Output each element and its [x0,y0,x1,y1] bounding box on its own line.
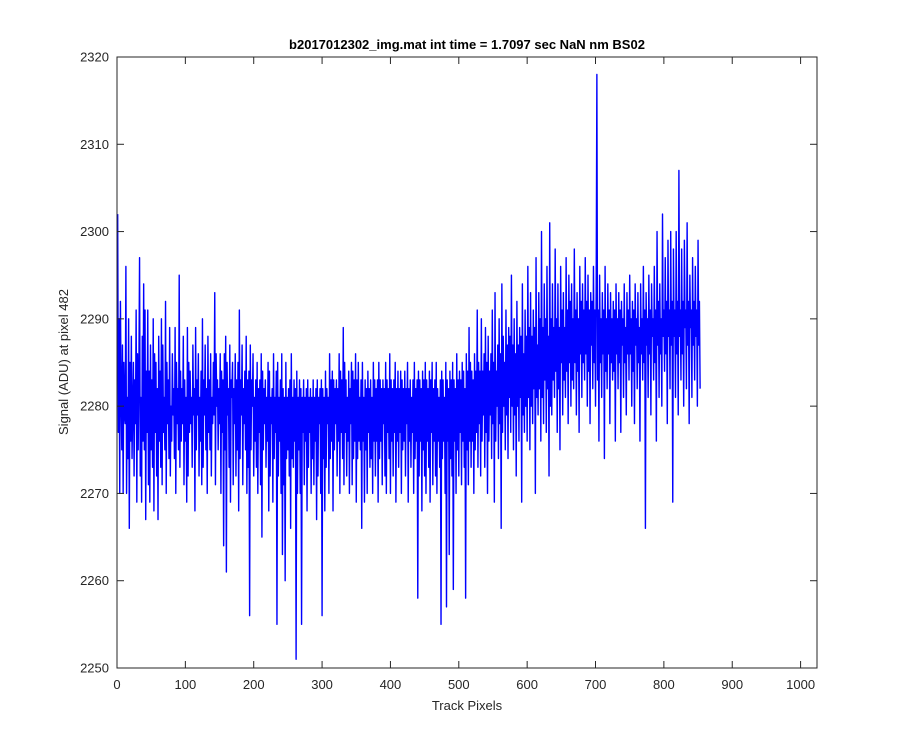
x-tick-label: 700 [585,677,607,692]
y-axis-label: Signal (ADU) at pixel 482 [56,289,71,435]
x-tick-label: 400 [380,677,402,692]
x-tick-label: 900 [721,677,743,692]
plot-frame [116,56,818,669]
y-axis-ticks: 2250 2260 2270 2280 2290 2300 2310 2320 [80,50,817,676]
x-tick-label: 0 [113,677,120,692]
x-tick-label: 500 [448,677,470,692]
series-line-0 [116,73,701,660]
y-tick-label: 2250 [80,661,109,676]
x-tick-label: 300 [311,677,333,692]
series-layer [116,73,701,660]
x-axis-ticks: 0 100 200 300 400 500 600 700 800 900 1000 [113,57,815,692]
x-axis-label: Track Pixels [432,698,503,713]
x-tick-label: 100 [175,677,197,692]
y-tick-label: 2310 [80,137,109,152]
x-tick-label: 800 [653,677,675,692]
x-tick-label: 1000 [786,677,815,692]
y-tick-label: 2270 [80,486,109,501]
y-tick-label: 2260 [80,573,109,588]
y-tick-label: 2320 [80,50,109,65]
x-tick-label: 200 [243,677,265,692]
chart-title: b2017012302_img.mat int time = 1.7097 se… [289,37,645,52]
y-tick-label: 2290 [80,311,109,326]
y-tick-label: 2280 [80,399,109,414]
x-tick-label: 600 [516,677,538,692]
y-tick-label: 2300 [80,224,109,239]
